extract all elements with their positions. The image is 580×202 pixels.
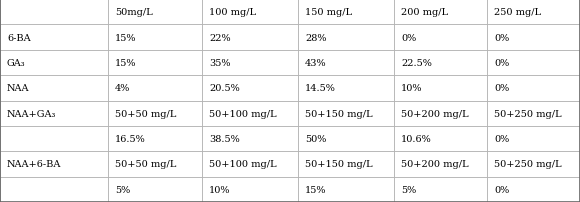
Text: GA₃: GA₃ [7,59,26,68]
Bar [487,76,580,101]
Text: 15%: 15% [305,185,327,194]
Bar [108,76,202,101]
Bar [487,50,580,76]
Bar [108,177,202,202]
Bar [202,25,298,50]
Text: 4%: 4% [115,84,130,93]
Text: 10%: 10% [401,84,422,93]
Text: 22.5%: 22.5% [401,59,432,68]
Bar [108,152,202,177]
Bar [202,50,298,76]
Bar [394,126,487,152]
Bar [0,126,108,152]
Bar [487,25,580,50]
Bar [0,76,108,101]
Text: 6-BA: 6-BA [7,33,31,42]
Bar [394,0,487,25]
Text: 50+150 mg/L: 50+150 mg/L [305,160,372,169]
Bar [487,101,580,126]
Bar [394,25,487,50]
Bar [202,101,298,126]
Bar [487,0,580,25]
Bar [0,50,108,76]
Bar [108,50,202,76]
Bar [108,101,202,126]
Text: 0%: 0% [494,134,509,143]
Text: 50+50 mg/L: 50+50 mg/L [115,160,176,169]
Bar [0,177,108,202]
Bar [0,101,108,126]
Text: 50+100 mg/L: 50+100 mg/L [209,160,277,169]
Bar [202,177,298,202]
Text: 0%: 0% [494,84,509,93]
Text: 28%: 28% [305,33,327,42]
Text: 43%: 43% [305,59,327,68]
Text: 22%: 22% [209,33,231,42]
Text: NAA+6-BA: NAA+6-BA [7,160,61,169]
Text: 50+50 mg/L: 50+50 mg/L [115,109,176,118]
Text: 100 mg/L: 100 mg/L [209,8,256,17]
Text: 16.5%: 16.5% [115,134,146,143]
Bar [0,25,108,50]
Bar [202,0,298,25]
Text: 250 mg/L: 250 mg/L [494,8,541,17]
Bar [298,152,394,177]
Bar [0,0,108,25]
Text: NAA: NAA [7,84,30,93]
Bar [202,126,298,152]
Text: 200 mg/L: 200 mg/L [401,8,448,17]
Text: 50+250 mg/L: 50+250 mg/L [494,109,561,118]
Text: 20.5%: 20.5% [209,84,240,93]
Bar [108,0,202,25]
Text: 50+150 mg/L: 50+150 mg/L [305,109,372,118]
Text: 50+200 mg/L: 50+200 mg/L [401,160,469,169]
Text: 50+250 mg/L: 50+250 mg/L [494,160,561,169]
Text: 0%: 0% [494,185,509,194]
Text: 50%: 50% [305,134,327,143]
Bar [487,177,580,202]
Text: 50mg/L: 50mg/L [115,8,153,17]
Text: 5%: 5% [115,185,130,194]
Bar [108,25,202,50]
Text: 35%: 35% [209,59,230,68]
Text: 0%: 0% [401,33,416,42]
Bar [298,50,394,76]
Text: 50+200 mg/L: 50+200 mg/L [401,109,469,118]
Text: 50+100 mg/L: 50+100 mg/L [209,109,277,118]
Bar [298,76,394,101]
Bar [298,25,394,50]
Bar [394,50,487,76]
Bar [202,152,298,177]
Bar [394,76,487,101]
Text: 15%: 15% [115,33,136,42]
Bar [394,101,487,126]
Text: 150 mg/L: 150 mg/L [305,8,352,17]
Text: 38.5%: 38.5% [209,134,240,143]
Bar [394,152,487,177]
Bar [0,152,108,177]
Text: 14.5%: 14.5% [305,84,336,93]
Bar [298,126,394,152]
Text: 0%: 0% [494,59,509,68]
Bar [487,152,580,177]
Text: 10.6%: 10.6% [401,134,432,143]
Bar [298,0,394,25]
Bar [108,126,202,152]
Text: NAA+GA₃: NAA+GA₃ [7,109,56,118]
Bar [487,126,580,152]
Text: 10%: 10% [209,185,230,194]
Bar [298,177,394,202]
Text: 15%: 15% [115,59,136,68]
Bar [298,101,394,126]
Bar [202,76,298,101]
Bar [394,177,487,202]
Text: 0%: 0% [494,33,509,42]
Text: 5%: 5% [401,185,416,194]
